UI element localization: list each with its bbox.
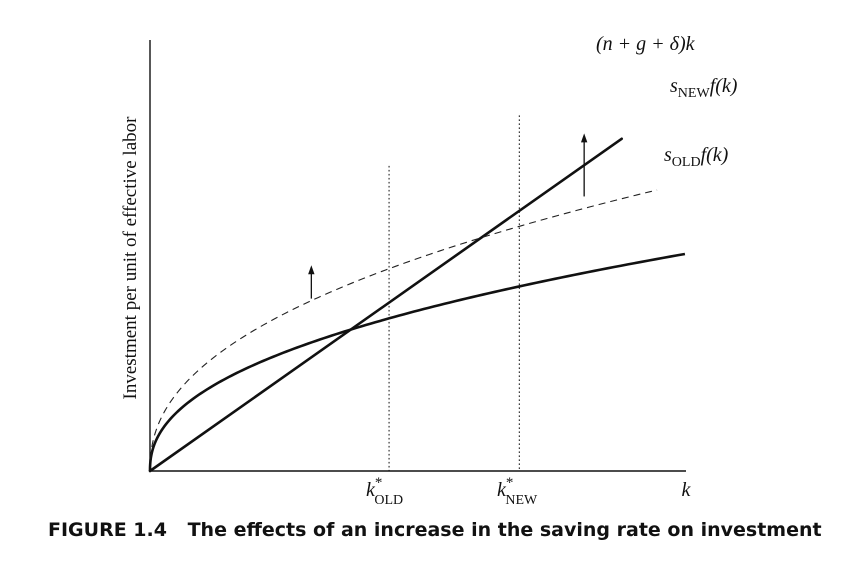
shift-arrow-left — [308, 265, 315, 299]
labels-group: Investment per unit of effective labor k (… — [120, 33, 738, 508]
curves-group — [148, 137, 686, 473]
x-axis-label: k — [682, 479, 692, 501]
break-even-label: (n + g + δ)k — [596, 33, 696, 55]
figure-number: FIGURE 1.4 — [48, 519, 167, 541]
series-break-even-line — [148, 137, 623, 473]
arrows-group — [308, 133, 588, 299]
reference-lines-group — [388, 115, 520, 471]
axes-group — [149, 40, 686, 472]
series-s-old-f-curve — [148, 252, 686, 472]
s-new-f-label: sNEWf(k) — [670, 75, 738, 101]
k-old-label: k* OLD — [366, 475, 403, 508]
series-s-new-f-curve — [149, 189, 658, 472]
y-axis-label: Investment per unit of effective labor — [120, 116, 141, 400]
k-new-label: k* NEW — [497, 475, 538, 508]
s-old-f-label: sOLDf(k) — [664, 144, 729, 170]
figure-caption: FIGURE 1.4 The effects of an increase in… — [48, 519, 848, 541]
figure-title: The effects of an increase in the saving… — [187, 519, 822, 541]
shift-arrow-right — [580, 133, 588, 197]
